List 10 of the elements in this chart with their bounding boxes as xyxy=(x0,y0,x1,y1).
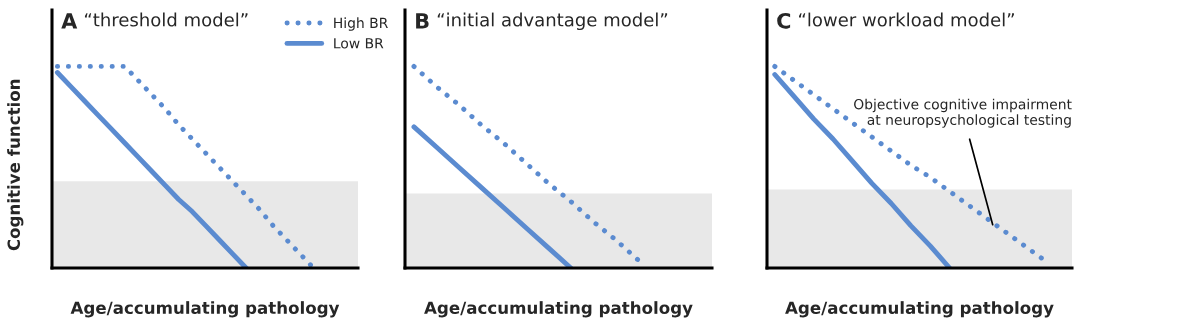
chart-title: A “threshold model” xyxy=(61,12,248,29)
x-axis-title: Age/accumulating pathology xyxy=(70,301,340,318)
chart-title: B “initial advantage model” xyxy=(416,12,668,31)
chart-title: C “lower workload model” xyxy=(777,12,1014,29)
band-label: Objective cognitive impairment at neuropsychological testing xyxy=(854,98,1072,128)
legend-label: High BR xyxy=(334,17,388,31)
legend-label: Low BR xyxy=(334,38,384,49)
y-axis-title: Cognitive function xyxy=(7,79,24,251)
x-axis-title: Age/accumulating pathology xyxy=(424,301,693,318)
x-axis-title: Age/accumulating pathology xyxy=(785,301,1054,318)
